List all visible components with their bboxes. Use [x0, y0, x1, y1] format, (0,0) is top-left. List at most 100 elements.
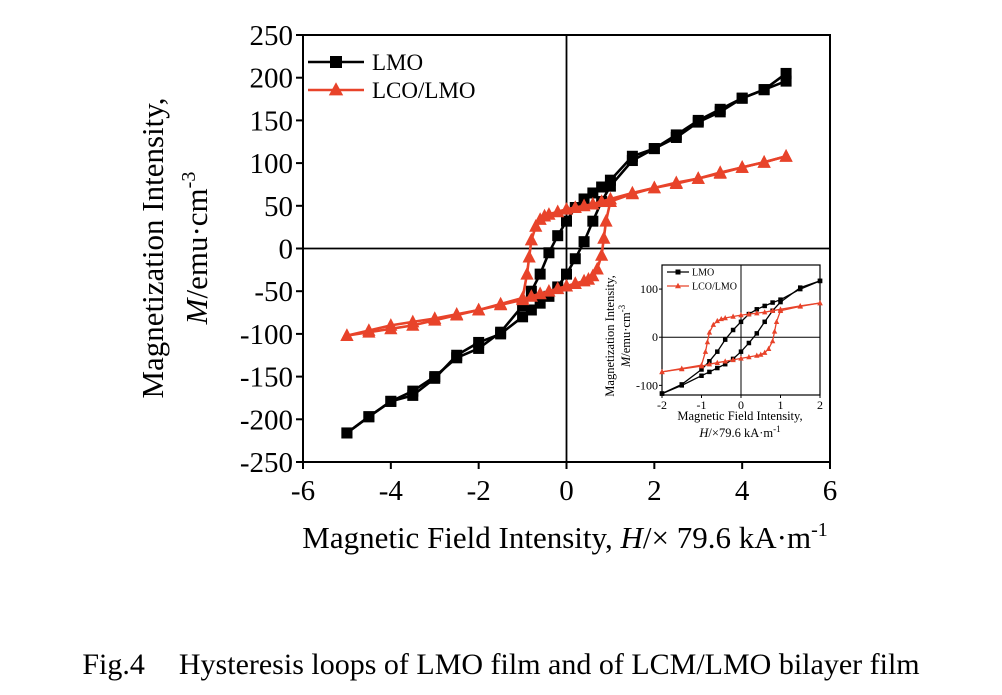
inset-data-point [730, 356, 736, 363]
data-point [363, 411, 375, 423]
y-tick-label: 250 [250, 20, 294, 52]
y-tick-label: 100 [250, 148, 294, 180]
inset-data-point [738, 355, 744, 361]
data-point [596, 181, 608, 193]
figure-caption: Fig.4 Hysteresis loops of LMO film and of… [0, 648, 1002, 682]
inset-data-point [679, 366, 685, 372]
data-point [757, 154, 771, 168]
inset-data-point [770, 300, 775, 305]
data-point [517, 311, 529, 323]
data-point [669, 175, 683, 189]
inset-data-point [765, 345, 772, 352]
data-point [603, 194, 618, 207]
inset-data-point [714, 317, 720, 324]
data-point [736, 92, 748, 104]
data-point [341, 427, 353, 439]
y-tick-label: 50 [264, 191, 293, 223]
inset-data-point [754, 352, 760, 358]
inset-data-point [699, 373, 704, 378]
inset-data-point [769, 338, 776, 344]
data-point [524, 232, 538, 246]
inset-data-point [698, 363, 705, 369]
data-point [599, 213, 613, 227]
data-point [384, 321, 398, 335]
y-tick-label: -50 [254, 276, 293, 308]
inset-chart: -2 -1 0 1 2 -100 0 100 Magnetic Field Intensity,… [603, 264, 823, 440]
inset-data-point [718, 315, 724, 322]
data-point [714, 106, 726, 118]
inset-data-point [758, 351, 764, 357]
data-point [473, 342, 485, 354]
inset-series-lmo [659, 278, 823, 396]
data-point [534, 268, 546, 280]
inset-data-point [722, 358, 728, 364]
data-point [362, 324, 376, 338]
data-point [429, 372, 441, 384]
legend-marker [328, 82, 344, 96]
inset-data-point [722, 337, 728, 342]
data-point [529, 219, 543, 232]
inset-series-lco-lmo [659, 300, 823, 375]
data-point [494, 297, 508, 311]
data-point [648, 143, 660, 155]
inset-data-point [659, 391, 665, 396]
data-point [522, 249, 536, 263]
y-tick-label: 0 [279, 234, 294, 266]
inset-legend-entry: LCO/LMO [667, 282, 737, 293]
inset-y-tick-label: 0 [652, 330, 658, 344]
inset-data-point [762, 309, 768, 315]
inset-x-tick-label: -2 [657, 398, 667, 412]
inset-data-point [746, 340, 752, 346]
x-tick-label: 2 [647, 475, 662, 507]
inset-data-point [704, 339, 711, 345]
inset-data-point [715, 365, 720, 371]
y-tick-label: 150 [250, 105, 294, 137]
inset-data-point [754, 310, 760, 316]
legend-label: LCO/LMO [372, 78, 476, 103]
data-point [713, 166, 727, 179]
data-point [520, 266, 534, 280]
y-axis-label-line2: M/emu·cm-3 [178, 172, 214, 326]
inset-data-point [746, 311, 752, 317]
data-point [473, 336, 485, 348]
data-point [407, 389, 419, 401]
data-point [625, 186, 639, 200]
y-tick-label: -250 [240, 447, 293, 479]
data-point [559, 201, 574, 215]
inset-data-point [773, 318, 780, 325]
data-point [604, 180, 616, 192]
caption-figure-number: Fig.4 [82, 648, 145, 681]
data-point [586, 196, 600, 210]
data-point [595, 248, 609, 261]
data-point [578, 236, 590, 248]
inset-y-tick-label: 100 [640, 282, 658, 296]
data-point [626, 155, 638, 167]
inset-legend-entry: LMO [667, 268, 714, 279]
data-point [472, 302, 486, 316]
legend-marker [330, 56, 342, 68]
y-tick-label: -150 [240, 362, 293, 394]
inset-data-point [679, 383, 684, 388]
inset-legend-label: LMO [692, 268, 714, 279]
data-point [534, 297, 546, 309]
data-point [385, 395, 397, 407]
data-point [568, 200, 582, 213]
data-point [595, 194, 609, 207]
inset-data-point [798, 285, 803, 290]
inset-y-axis-label-line2: M/emu·cm-3 [617, 304, 633, 368]
inset-legend-marker [675, 269, 681, 275]
data-point [587, 215, 599, 227]
inset-data-point [722, 314, 728, 321]
data-point [587, 187, 599, 199]
x-tick-label: 0 [559, 475, 574, 507]
data-point [590, 261, 604, 275]
data-point [561, 215, 572, 227]
inset-data-point [715, 349, 720, 354]
x-tick-label: -4 [379, 475, 404, 507]
inset-data-point [738, 349, 744, 354]
inset-data-point [762, 349, 768, 355]
inset-x-tick-label: -1 [697, 398, 707, 412]
inset-data-point [769, 307, 776, 313]
x-tick-label: 6 [823, 475, 838, 507]
